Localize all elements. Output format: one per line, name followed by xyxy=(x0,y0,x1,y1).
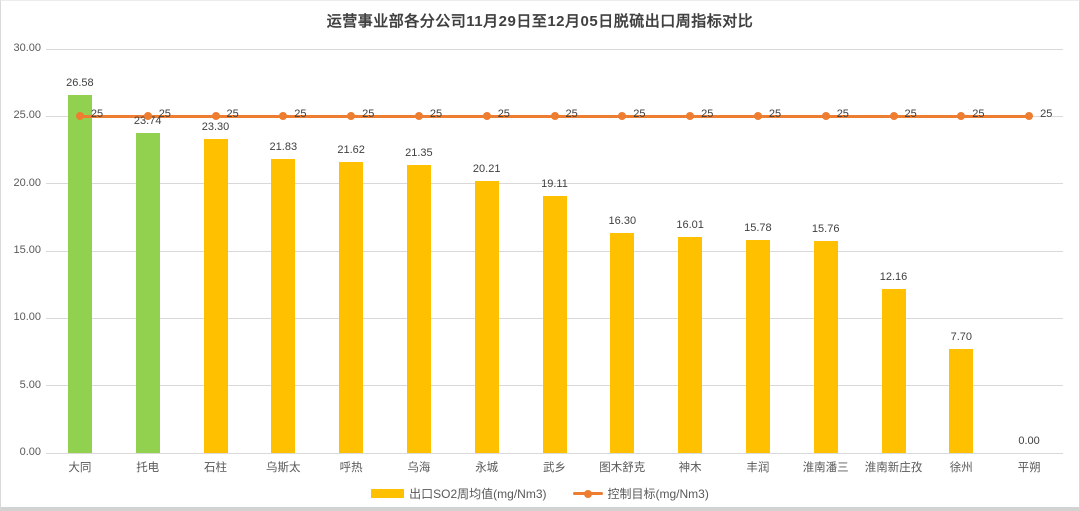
gridline xyxy=(46,183,1063,185)
bar xyxy=(135,133,160,453)
target-line-marker-icon xyxy=(821,112,830,121)
bar xyxy=(610,233,635,453)
line-marker-icon xyxy=(583,489,592,498)
target-line-marker-icon xyxy=(482,112,491,121)
target-line-marker-icon xyxy=(414,112,423,121)
target-value-label: 25 xyxy=(497,108,510,121)
bar-value-label: 0.00 xyxy=(1018,435,1040,447)
gridline xyxy=(46,48,1063,50)
y-axis-tick-label: 20.00 xyxy=(13,176,41,189)
target-line-marker-icon xyxy=(211,112,220,121)
plot-area: 0.00 5.00 10.00 15.00 20.00 25.00 30.00 26.58 23… xyxy=(13,42,1063,474)
bar-value-label: 16.01 xyxy=(676,219,704,232)
x-axis-category-label: 石柱 xyxy=(203,462,227,474)
line-series-swatch-icon xyxy=(572,489,603,498)
bar xyxy=(813,240,838,453)
bar xyxy=(67,95,92,453)
bar xyxy=(949,349,974,453)
target-value-label: 25 xyxy=(701,108,714,121)
bar xyxy=(542,195,567,453)
chart-title: 运营事业部各分公司11月29日至12月05日脱硫出口周指标对比 xyxy=(326,13,754,30)
legend-label-bar-series: 出口SO2周均值(mg/Nm3) xyxy=(409,487,547,501)
bar-value-label: 12.16 xyxy=(879,271,908,284)
bar xyxy=(406,165,431,453)
bar-value-label: 21.62 xyxy=(337,143,365,156)
target-line-marker-icon xyxy=(75,112,84,121)
target-value-label: 25 xyxy=(836,108,849,121)
bar-value-label: 16.30 xyxy=(608,215,637,228)
target-value-label: 25 xyxy=(158,108,171,121)
y-axis-tick-label: 30.00 xyxy=(13,42,41,54)
x-axis-category-label: 托电 xyxy=(136,462,160,474)
x-axis-category-label: 乌海 xyxy=(407,462,431,474)
bar xyxy=(745,240,770,453)
target-value-label: 25 xyxy=(904,108,917,121)
bar xyxy=(474,180,499,453)
target-line-marker-icon xyxy=(957,112,966,121)
bar-series-swatch-icon xyxy=(371,489,405,498)
bar-value-label: 23.74 xyxy=(133,115,162,128)
target-value-label: 25 xyxy=(429,108,443,121)
x-axis-category-label: 乌斯太 xyxy=(266,462,301,474)
x-axis-category-label: 徐州 xyxy=(949,462,973,474)
x-axis-category-label: 平朔 xyxy=(1017,462,1041,474)
bar-value-label: 7.70 xyxy=(950,331,972,344)
target-line-marker-icon xyxy=(279,112,288,121)
bar xyxy=(203,139,228,453)
target-line-marker-icon xyxy=(1025,112,1034,121)
target-value-label: 25 xyxy=(565,108,578,121)
target-value-label: 25 xyxy=(633,108,646,121)
legend-label-line-series: 控制目标(mg/Nm3) xyxy=(607,487,709,501)
bar-value-label: 15.76 xyxy=(811,222,840,235)
bar-value-label: 15.78 xyxy=(744,222,772,235)
x-axis-category-label: 大同 xyxy=(68,462,92,474)
legend-item-line-series: 控制目标(mg/Nm3) xyxy=(572,485,709,502)
gridline xyxy=(46,452,1063,454)
x-axis-category-label: 武乡 xyxy=(542,462,566,474)
y-axis-tick-label: 15.00 xyxy=(13,244,41,256)
x-axis-category-label: 神木 xyxy=(678,462,702,474)
x-axis-category-label: 丰润 xyxy=(746,462,770,474)
bar-value-label: 19.11 xyxy=(541,177,568,190)
target-value-label: 25 xyxy=(768,108,782,121)
legend: 出口SO2周均值(mg/Nm3) 控制目标(mg/Nm3) xyxy=(1,485,1079,502)
bar-value-label: 21.83 xyxy=(269,141,298,154)
target-value-label: 25 xyxy=(1040,108,1053,121)
x-axis-category-label: 淮南潘三 xyxy=(802,462,849,474)
target-value-label: 25 xyxy=(294,108,307,121)
bar xyxy=(881,289,906,453)
bar-value-label: 21.35 xyxy=(405,147,433,160)
target-value-label: 25 xyxy=(362,108,375,121)
x-axis-category-label: 图木舒克 xyxy=(599,462,646,474)
target-line-marker-icon xyxy=(618,112,627,121)
bar-value-label: 20.21 xyxy=(472,162,501,175)
y-axis-tick-label: 25.00 xyxy=(13,109,41,122)
target-value-label: 25 xyxy=(972,108,985,121)
target-line-marker-icon xyxy=(686,112,695,121)
x-axis-category-label: 永城 xyxy=(475,462,499,474)
x-axis-category-label: 呼热 xyxy=(339,462,363,474)
target-line-marker-icon xyxy=(550,112,559,121)
y-axis-tick-label: 5.00 xyxy=(19,378,41,391)
target-value-label: 25 xyxy=(226,108,239,121)
bar-value-label: 26.58 xyxy=(66,77,94,90)
target-value-label: 25 xyxy=(90,108,104,121)
legend-item-bar-series: 出口SO2周均值(mg/Nm3) xyxy=(371,485,547,502)
bar-value-label: 23.30 xyxy=(201,121,230,134)
target-line-marker-icon xyxy=(889,112,898,121)
bar xyxy=(271,159,296,453)
bar xyxy=(678,237,703,453)
y-axis-tick-label: 10.00 xyxy=(13,311,41,324)
target-line-marker-icon xyxy=(347,112,356,121)
bar xyxy=(339,161,364,453)
target-line-marker-icon xyxy=(143,112,152,121)
y-axis-tick-label: 0.00 xyxy=(19,446,41,458)
x-axis-category-label: 淮南新庄孜 xyxy=(864,462,923,474)
target-line-marker-icon xyxy=(753,112,762,121)
